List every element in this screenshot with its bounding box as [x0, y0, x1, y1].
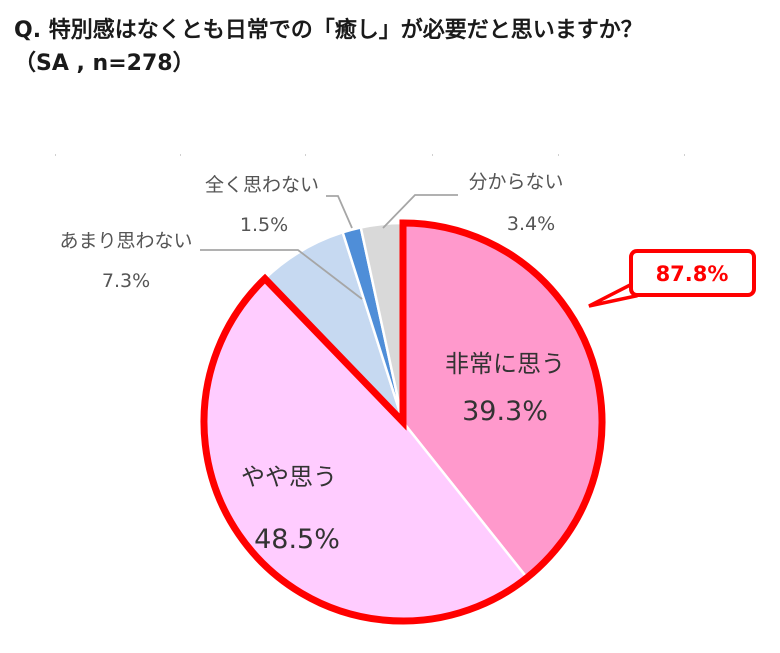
slice-labels: 非常に思う 39.3% やや思う 48.5% あまり思わない 7.3% 全く思わない 1.5%…	[59, 171, 565, 555]
label-very-much-value: 39.3%	[462, 396, 548, 427]
label-very-much-category: 非常に思う	[445, 350, 565, 378]
chart-title-line1: Q. 特別感はなくとも日常での「癒し」が必要だと思いますか？	[14, 18, 643, 43]
label-somewhat-category: やや思う	[241, 463, 337, 491]
chart-title: Q. 特別感はなくとも日常での「癒し」が必要だと思いますか？ （SA , n=2…	[14, 14, 643, 80]
leader-line	[382, 194, 458, 229]
callout-pointer	[588, 279, 638, 308]
label-dont-know-value: 3.4%	[507, 213, 555, 235]
label-not-at-all-category: 全く思わない	[205, 174, 319, 196]
callout-box	[629, 249, 756, 297]
label-not-at-all-value: 1.5%	[240, 214, 288, 236]
leader-line	[200, 249, 363, 300]
label-somewhat-value: 48.5%	[254, 524, 340, 555]
label-not-much-category: あまり思わない	[59, 230, 192, 252]
leader-line	[326, 195, 353, 229]
chart-title-line2: （SA , n=278）	[14, 51, 195, 76]
highlight-outline	[200, 219, 606, 625]
label-dont-know-category: 分からない	[468, 171, 563, 193]
leader-lines	[200, 194, 458, 300]
label-not-much-value: 7.3%	[102, 270, 150, 292]
callout-value: 87.8%	[656, 262, 729, 286]
callout: 87.8%	[588, 249, 756, 308]
